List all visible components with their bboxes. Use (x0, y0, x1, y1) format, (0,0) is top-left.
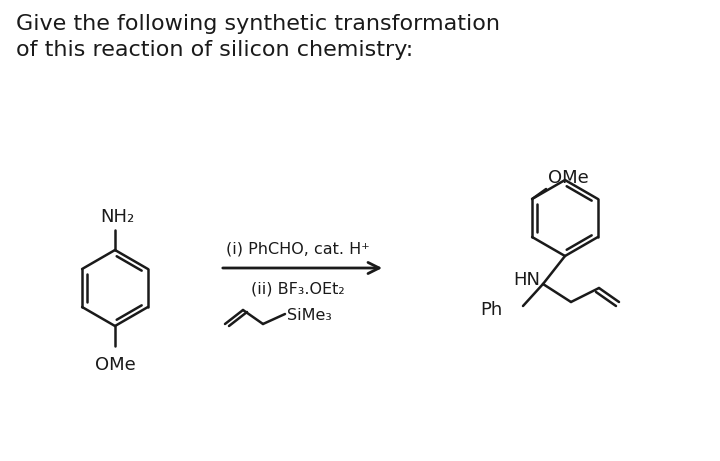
Text: Ph: Ph (481, 301, 503, 319)
Text: SiMe₃: SiMe₃ (287, 308, 332, 324)
Text: OMe: OMe (548, 169, 589, 187)
Text: Give the following synthetic transformation: Give the following synthetic transformat… (16, 14, 500, 34)
Text: of this reaction of silicon chemistry:: of this reaction of silicon chemistry: (16, 40, 413, 60)
Text: NH₂: NH₂ (100, 208, 134, 226)
Text: (i) PhCHO, cat. H⁺: (i) PhCHO, cat. H⁺ (225, 241, 369, 256)
Text: (ii) BF₃.OEt₂: (ii) BF₃.OEt₂ (251, 281, 344, 296)
Text: HN: HN (513, 271, 540, 289)
Text: OMe: OMe (94, 356, 135, 374)
